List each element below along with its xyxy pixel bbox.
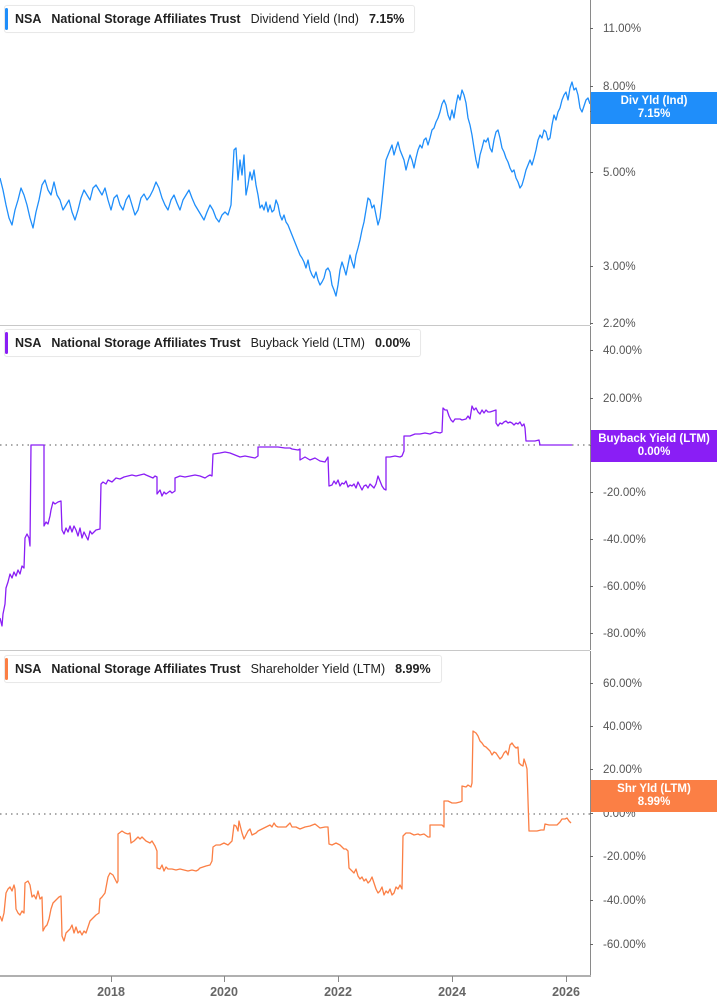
legend-value: 0.00% [374, 336, 411, 350]
y-tick: -80.00% [590, 627, 646, 641]
legend-company-name: National Storage Affiliates Trust [51, 662, 241, 676]
x-tick [338, 976, 339, 982]
legend-metric: Shareholder Yield (LTM) [250, 662, 386, 676]
y-tick: 8.00% [590, 80, 636, 94]
y-tick: 5.00% [590, 166, 636, 180]
dividend-yield-panel: NSA National Storage Affiliates Trust Di… [0, 0, 717, 330]
x-label-2022: 2022 [324, 985, 352, 999]
x-tick [224, 976, 225, 982]
shareholder-yield-panel: NSA National Storage Affiliates Trust Sh… [0, 651, 717, 975]
legend-company-name: National Storage Affiliates Trust [51, 336, 241, 350]
y-tick: 60.00% [590, 677, 642, 691]
y-tick: -40.00% [590, 894, 646, 908]
legend-metric: Dividend Yield (Ind) [250, 12, 359, 26]
y-tick: 20.00% [590, 763, 642, 777]
legend-value: 8.99% [395, 662, 431, 676]
y-tick: -60.00% [590, 580, 646, 594]
buyback-yield-value-tag: Buyback Yield (LTM) 0.00% [591, 430, 717, 462]
dividend-yield-line-chart[interactable] [0, 0, 591, 325]
tag-value: 8.99% [637, 796, 671, 808]
shareholder-yield-value-tag: Shr Yld (LTM) 8.99% [591, 780, 717, 812]
panel-divider[interactable] [0, 650, 590, 651]
y-tick: -20.00% [590, 850, 646, 864]
x-label-2020: 2020 [210, 985, 238, 999]
dividend-yield-value-tag: Div Yld (Ind) 7.15% [591, 92, 717, 124]
y-tick: 11.00% [590, 22, 641, 36]
y-axis-line [590, 0, 591, 325]
x-tick [452, 976, 453, 982]
y-tick: 20.00% [590, 392, 642, 406]
tag-value: 0.00% [637, 446, 671, 458]
buyback-yield-legend[interactable]: NSA National Storage Affiliates Trust Bu… [4, 329, 422, 357]
legend-ticker: NSA [15, 336, 42, 350]
y-tick: 2.20% [590, 317, 636, 331]
shareholder-yield-legend[interactable]: NSA National Storage Affiliates Trust Sh… [4, 655, 442, 683]
legend-metric: Buyback Yield (LTM) [250, 336, 365, 350]
y-tick: -60.00% [590, 938, 646, 952]
legend-color-bar [5, 658, 8, 680]
y-tick: 3.00% [590, 260, 636, 274]
y-tick: 40.00% [590, 720, 642, 734]
y-tick: -40.00% [590, 533, 646, 547]
y-axis-line [590, 326, 591, 650]
x-label-2018: 2018 [97, 985, 125, 999]
legend-company-name: National Storage Affiliates Trust [51, 12, 241, 26]
tag-label: Div Yld (Ind) [620, 95, 688, 107]
y-tick: -20.00% [590, 486, 646, 500]
x-label-2026: 2026 [552, 985, 580, 999]
tag-value: 7.15% [637, 108, 671, 120]
legend-value: 7.15% [368, 12, 405, 26]
legend-ticker: NSA [15, 662, 42, 676]
buyback-yield-line-chart[interactable] [0, 326, 590, 650]
x-tick [566, 976, 567, 982]
panel-divider[interactable] [0, 325, 590, 326]
legend-color-bar [5, 332, 8, 354]
x-tick [111, 976, 112, 982]
tag-label: Shr Yld (LTM) [617, 783, 691, 795]
x-label-2024: 2024 [438, 985, 466, 999]
legend-ticker: NSA [15, 12, 42, 26]
x-axis-line [0, 975, 591, 977]
tag-label: Buyback Yield (LTM) [598, 433, 710, 445]
buyback-yield-panel: NSA National Storage Affiliates Trust Bu… [0, 326, 717, 650]
dividend-yield-legend[interactable]: NSA National Storage Affiliates Trust Di… [4, 5, 416, 33]
y-tick: 40.00% [590, 344, 642, 358]
legend-color-bar [5, 8, 8, 30]
shareholder-yield-line-chart[interactable] [0, 651, 590, 975]
